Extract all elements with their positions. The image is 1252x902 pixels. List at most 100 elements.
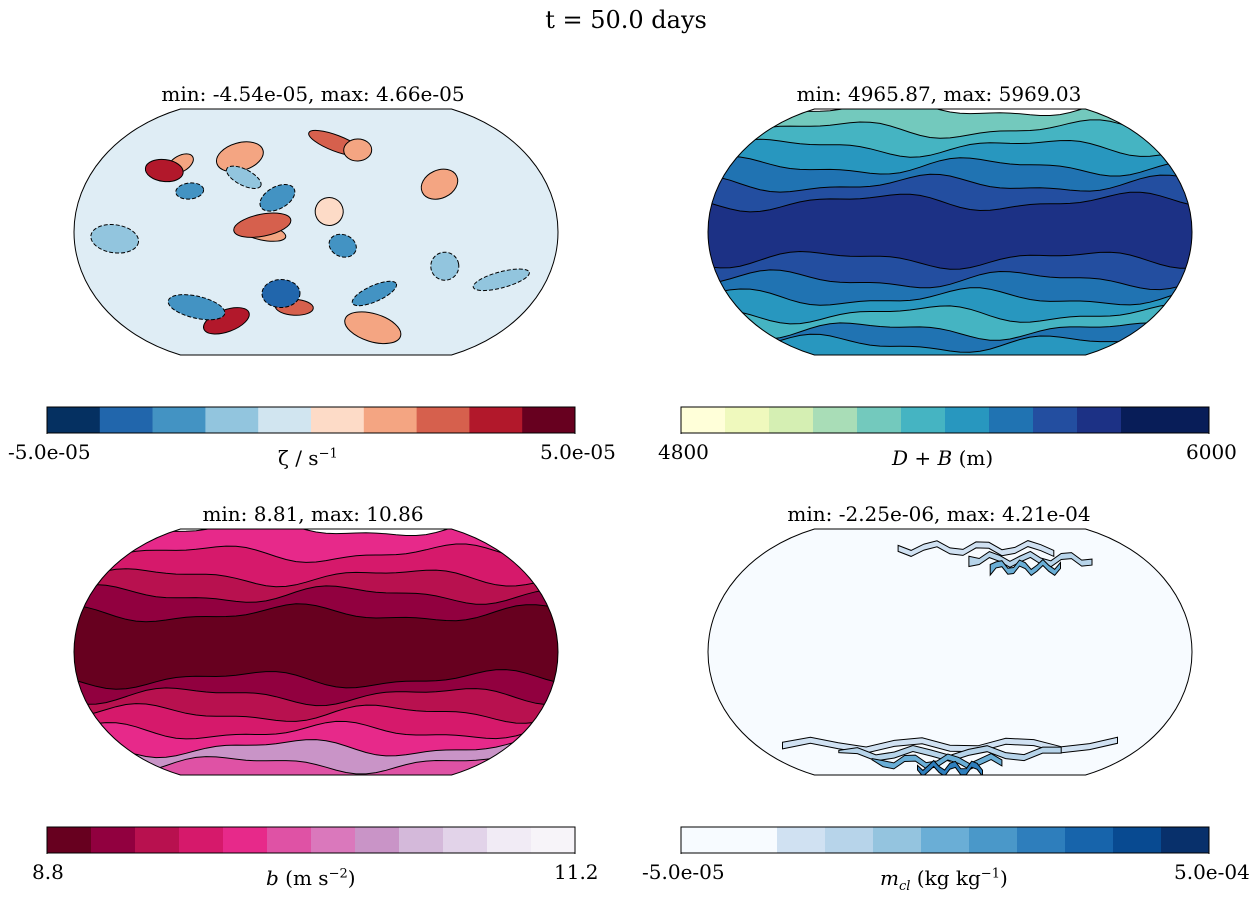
- vorticity-map: [73, 108, 559, 356]
- buoyancy-colorbar-max-label: 11.2: [554, 860, 599, 884]
- colorbar-segment: [725, 407, 770, 433]
- vorticity-contour: [314, 197, 344, 226]
- buoyancy-label-unit: (m s: [285, 866, 329, 890]
- buoyancy-colorbar: [46, 826, 576, 854]
- vorticity-contour: [343, 138, 373, 162]
- vorticity-contour: [144, 158, 184, 183]
- colorbar-segment: [223, 827, 268, 853]
- buoyancy-label-math: b: [266, 866, 279, 890]
- colorbar-segment: [443, 827, 488, 853]
- colorbar-segment: [777, 827, 826, 853]
- colorbar-segment: [825, 827, 874, 853]
- vorticity-colorbar-max-label: 5.0e-05: [540, 440, 616, 464]
- panel-cloud: min: -2.25e-06, max: 4.21e-04 -5.0e-05 5…: [626, 420, 1252, 894]
- colorbar-segment: [901, 407, 946, 433]
- vorticity-contour: [225, 165, 262, 189]
- map-outline: [73, 108, 559, 356]
- vorticity-contour: [259, 183, 296, 212]
- cloud-label-subscript: cl: [898, 879, 911, 894]
- panel-vorticity-title: min: -4.54e-05, max: 4.66e-05: [161, 82, 465, 106]
- map-background: [708, 529, 1192, 775]
- colorbar-segment: [91, 827, 136, 853]
- vorticity-colorbar: [46, 406, 576, 434]
- colorbar-segment: [873, 827, 922, 853]
- map-outline: [707, 108, 1193, 356]
- contour-band: [708, 322, 1192, 355]
- vorticity-colorbar-min-label: -5.0e-05: [8, 440, 91, 464]
- colorbar-segment: [205, 407, 259, 433]
- colorbar-segment: [1017, 827, 1066, 853]
- colorbar-segment: [769, 407, 814, 433]
- colorbar-segment: [522, 407, 576, 433]
- colorbar-segment: [989, 407, 1034, 433]
- colorbar-segment: [921, 827, 970, 853]
- colorbar-segment: [311, 827, 356, 853]
- colorbar-segment: [945, 407, 990, 433]
- cloud-colorbar-label: mcl (kg kg−1): [880, 866, 1008, 894]
- figure-title: t = 50.0 days: [545, 6, 707, 34]
- buoyancy-label-close: ): [347, 866, 356, 890]
- colorbar-segment: [813, 407, 858, 433]
- colorbar-segment: [152, 407, 206, 433]
- map-outline: [707, 528, 1193, 776]
- panel-vorticity: min: -4.54e-05, max: 4.66e-05 -5.0e-05 5…: [0, 0, 626, 470]
- depth-label-math: D + B: [892, 446, 953, 470]
- colorbar-segment: [1113, 827, 1162, 853]
- depth-colorbar-max-label: 6000: [1186, 440, 1237, 464]
- buoyancy-label-exponent: −2: [328, 866, 348, 882]
- cloud-label-close: ): [999, 866, 1008, 890]
- colorbar-segment: [258, 407, 312, 433]
- colorbar-segment: [399, 827, 444, 853]
- colorbar-segment: [135, 827, 180, 853]
- colorbar-segment: [363, 407, 417, 433]
- vorticity-contour: [351, 280, 398, 307]
- colorbar-frame: [680, 826, 1210, 854]
- panel-buoyancy-title: min: 8.81, max: 10.86: [202, 502, 424, 526]
- vorticity-contour: [430, 251, 460, 281]
- colorbar-segment: [311, 407, 365, 433]
- cloud-colorbar: [680, 826, 1210, 854]
- vorticity-label-exponent: −1: [318, 446, 338, 462]
- depth-label-unit: (m): [958, 446, 994, 470]
- vorticity-colorbar-label: ζ / s−1: [278, 446, 338, 470]
- cloud-contour: [838, 744, 1062, 762]
- colorbar-segment: [1121, 407, 1166, 433]
- colorbar-segment: [99, 407, 153, 433]
- cloud-contour: [917, 759, 983, 775]
- panel-buoyancy: min: 8.81, max: 10.86 8.8 11.2 b (m s−2): [0, 420, 626, 890]
- cloud-contour: [989, 558, 1061, 577]
- cloud-colorbar-max-label: 5.0e-04: [1174, 860, 1250, 884]
- depth-colorbar-label: D + B (m): [892, 446, 993, 470]
- colorbar-segment: [681, 407, 726, 433]
- panel-depth-title: min: 4965.87, max: 5969.03: [796, 82, 1082, 106]
- colorbar-segment: [1033, 407, 1078, 433]
- colorbar-segment: [681, 827, 730, 853]
- panel-depth: min: 4965.87, max: 5969.03 4800 6000 D +…: [626, 0, 1252, 470]
- colorbar-segment: [267, 827, 312, 853]
- cloud-label-math: m: [880, 866, 899, 890]
- colorbar-segment: [179, 827, 224, 853]
- cloud-label-unit: (kg kg: [916, 866, 981, 890]
- vorticity-contour: [261, 278, 301, 309]
- cloud-contour: [897, 540, 1055, 558]
- colorbar-segment: [1065, 827, 1114, 853]
- depth-map: [707, 108, 1193, 356]
- colorbar-segment: [469, 407, 523, 433]
- colorbar-segment: [416, 407, 470, 433]
- map-outline: [73, 528, 559, 776]
- cloud-map: [707, 528, 1193, 776]
- cloud-contour: [782, 736, 1118, 754]
- colorbar-segment: [1165, 407, 1210, 433]
- vorticity-contour: [420, 168, 459, 200]
- cloud-colorbar-min-label: -5.0e-05: [642, 860, 725, 884]
- colorbar-segment: [487, 827, 532, 853]
- panel-cloud-title: min: -2.25e-06, max: 4.21e-04: [787, 502, 1091, 526]
- colorbar-segment: [729, 827, 778, 853]
- vorticity-contour: [233, 212, 292, 238]
- colorbar-segment: [47, 827, 92, 853]
- depth-colorbar: [680, 406, 1210, 434]
- vorticity-label-text: ζ / s: [278, 446, 319, 470]
- colorbar-segment: [531, 827, 576, 853]
- vorticity-contour: [344, 311, 402, 345]
- buoyancy-map: [73, 528, 559, 776]
